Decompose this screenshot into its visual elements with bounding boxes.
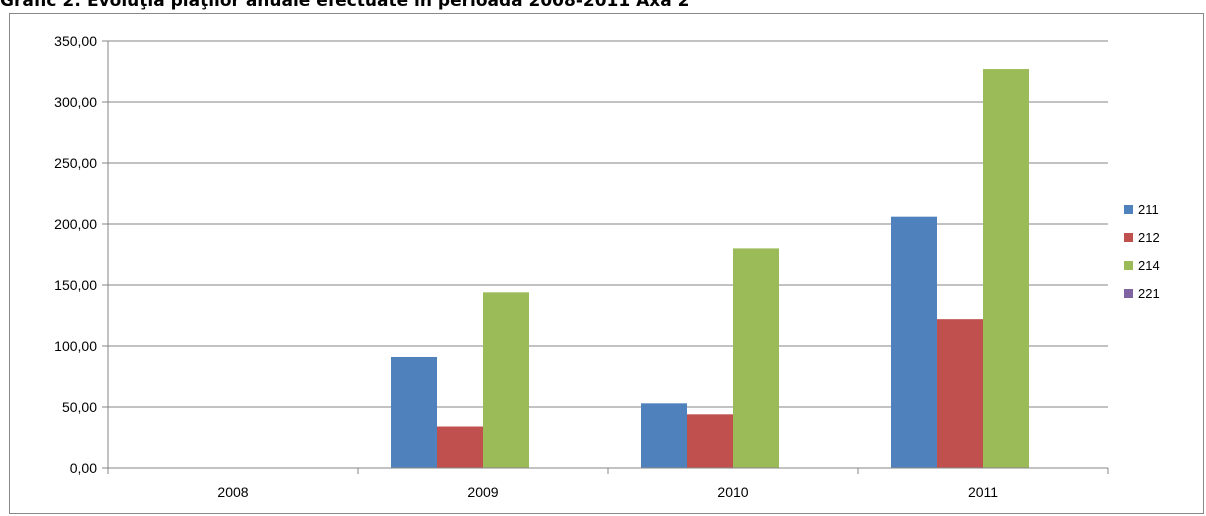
y-tick-label: 100,00 [54,338,97,354]
bar-214-2009 [483,292,529,468]
bar-214-2010 [733,248,779,468]
legend-swatch-221 [1124,289,1133,298]
bar-211-2010 [641,403,687,468]
bar-211-2009 [391,356,437,468]
legend-label-212: 212 [1138,230,1160,245]
y-tick-label: 0,00 [70,460,97,476]
legend: 211 212 214 221 [1124,202,1160,301]
y-tick-label: 200,00 [54,216,97,232]
x-tick-label: 2011 [968,484,998,500]
y-tick-label: 250,00 [54,155,97,171]
bar-211-2011 [891,216,937,468]
y-tick-label: 150,00 [54,277,97,293]
bar-212-2011 [937,319,983,468]
x-tick-label: 2010 [717,484,748,500]
x-axis-ticks: 2008 2009 2010 2011 [107,468,1109,500]
legend-swatch-212 [1124,233,1133,242]
legend-swatch-211 [1124,205,1133,214]
legend-label-214: 214 [1138,258,1160,273]
y-tick-label: 300,00 [54,94,97,110]
x-tick-label: 2009 [467,484,498,500]
y-axis-ticks: 0,00 50,00 100,00 150,00 200,00 250,00 300,00 3… [54,33,108,476]
chart-title: Grafic 2: Evoluţia plăţilor anuale efect… [0,0,690,11]
bar-212-2010 [687,414,733,468]
legend-label-221: 221 [1138,286,1160,301]
bar-214-2011 [983,69,1029,468]
y-tick-label: 350,00 [54,33,97,49]
legend-swatch-214 [1124,261,1133,270]
bar-212-2009 [437,426,483,468]
legend-label-211: 211 [1138,202,1159,217]
x-tick-label: 2008 [217,484,248,500]
y-tick-label: 50,00 [62,399,97,415]
bars [391,69,1029,468]
